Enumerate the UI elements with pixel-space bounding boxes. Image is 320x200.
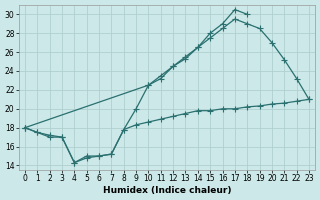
X-axis label: Humidex (Indice chaleur): Humidex (Indice chaleur) xyxy=(103,186,231,195)
